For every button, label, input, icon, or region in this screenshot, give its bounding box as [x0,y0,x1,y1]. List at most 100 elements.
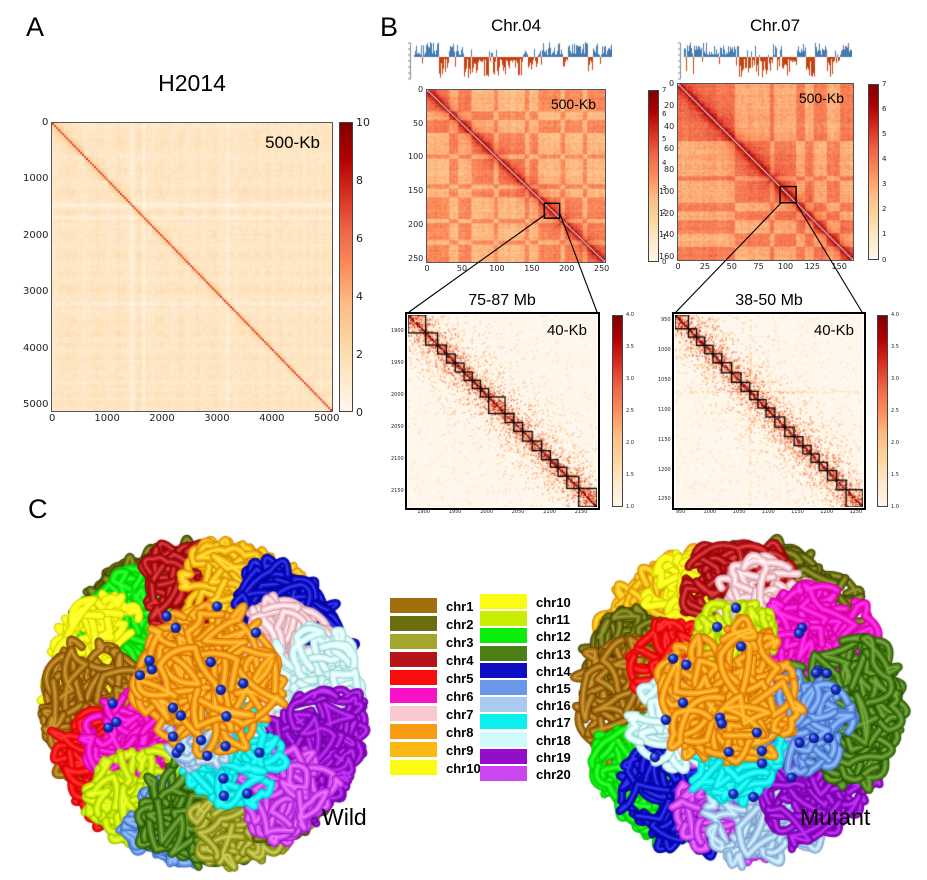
axis-tick-label: 100 [777,262,794,271]
panel-a-resolution-label: 500-Kb [265,133,320,152]
colorbar-tick-label: 7 [662,85,667,94]
legend-item-chr15: chr15 [480,680,590,696]
axis-tick-label: 950 [675,509,686,515]
axis-tick-label: 950 [661,317,671,324]
chr04-heatmap-frame [426,89,606,263]
axis-tick-label: 100 [489,264,505,273]
colorbar-tick-label: 0 [356,405,363,419]
axis-tick-label: 4000 [23,342,49,354]
legend-swatch-chr19 [480,748,527,764]
mutant-structure-render [560,525,916,875]
legend-swatch-chr15 [480,680,527,695]
axis-tick-label: 60 [664,143,675,153]
axis-tick-label: 1100 [761,509,775,515]
chr04-colorbar [648,90,659,262]
axis-tick-label: 200 [559,264,575,273]
chr07-compartment-track-canvas [678,40,852,82]
legend-label: chr8 [446,725,474,740]
axis-tick-label: 4000 [259,413,285,424]
chr04-resolution-label: 500-Kb [550,96,596,112]
colorbar-tick-label: 0 [882,255,887,264]
colorbar-tick-label: 3.5 [891,343,899,350]
axis-tick-label: 1250 [658,496,671,503]
legend-item-chr16: chr16 [480,697,590,713]
axis-tick-label: 0 [669,79,675,88]
axis-tick-label: 2100 [391,455,404,462]
chr04-zoom-resolution-label: 40-Kb [546,322,587,339]
axis-tick-label: 150 [524,264,540,273]
colorbar-tick-label: 8 [356,173,363,187]
axis-tick-label: 75 [753,262,764,271]
colorbar-tick-label: 2 [662,208,667,217]
axis-tick-label: 2000 [480,509,493,515]
legend-item-chr18: chr18 [480,731,590,748]
axis-tick-label: 40 [664,122,675,132]
legend-swatch-chr4 [390,652,437,667]
legend-label: chr5 [446,671,474,686]
axis-tick-label: 1000 [94,413,120,424]
chr04-zoom-heatmap-canvas [408,315,597,507]
legend-swatch-chr16 [480,697,527,713]
axis-tick-label: 20 [664,100,675,110]
legend-swatch-chr17 [480,714,527,730]
colorbar-tick-label: 6 [662,110,667,119]
panel-a-heatmap-frame [51,122,333,412]
legend-label: chr19 [536,749,571,765]
axis-tick-label: 5000 [314,413,340,424]
legend-item-chr17: chr17 [480,714,590,730]
chr07-resolution-label: 500-Kb [798,90,844,106]
colorbar-tick-label: 10 [356,115,370,129]
colorbar-tick-label: 4.0 [626,311,634,318]
legend-label: chr3 [446,635,474,650]
panel-a-label: A [26,12,45,42]
chr04-zoom-heatmap-frame [405,312,600,510]
colorbar-tick-label: 2.5 [626,407,634,414]
colorbar-tick-label: 1 [882,230,887,239]
legend-label: chr6 [446,689,474,704]
colorbar-tick-label: 1.0 [626,503,634,510]
colorbar-tick-label: 4 [662,159,667,168]
axis-tick-label: 2000 [391,391,404,398]
colorbar-tick-label: 1.5 [626,471,634,478]
chr04-zoom-colorbar [612,315,623,507]
mutant-label: Mutant [800,804,871,830]
axis-tick-label: 2000 [23,229,49,241]
axis-tick-label: 0 [42,117,49,128]
axis-tick-label: 2050 [391,423,404,430]
axis-tick-label: 50 [726,262,737,271]
axis-tick-label: 25 [699,262,711,271]
legend-label: chr12 [536,629,571,645]
legend-label: chr16 [536,698,571,714]
legend-swatch-chr6 [390,688,437,703]
legend-label: chr10 [446,761,481,776]
colorbar-tick-label: 5 [882,129,887,138]
legend-swatch-chr2 [390,616,437,631]
legend-label: chr1 [446,599,474,614]
colorbar-tick-label: 2 [882,205,887,214]
chr04-compartment-track-canvas [408,40,612,82]
axis-tick-label: 1050 [658,377,671,384]
axis-tick-label: 2000 [149,413,175,424]
colorbar-tick-label: 2.0 [626,439,634,446]
legend-item-chr11: chr11 [480,611,590,627]
chr07-zoom-resolution-label: 40-Kb [813,322,854,339]
legend-swatch-chr1 [390,598,437,613]
axis-tick-label: 1900 [391,327,404,334]
wild-label: Wild [322,804,367,830]
legend-item-chr5: chr5 [390,670,500,686]
legend-label: chr15 [536,681,571,696]
legend-swatch-chr3 [390,634,437,649]
axis-tick-label: 5000 [23,399,49,411]
legend-item-chr2: chr2 [390,616,500,632]
chr07-colorbar [868,84,879,260]
legend-item-chr6: chr6 [390,688,500,704]
colorbar-tick-label: 1.5 [891,471,899,478]
colorbar-tick-label: 3.0 [891,375,899,382]
colorbar-tick-label: 4.0 [891,311,899,318]
chr07-zoom-colorbar [877,315,888,507]
legend-label: chr17 [536,715,571,731]
legend-label: chr7 [446,707,474,722]
chr07-zoom-title: 38-50 Mb [735,292,803,309]
panel-a-colorbar [339,122,353,412]
axis-tick-label: 150 [831,262,847,271]
